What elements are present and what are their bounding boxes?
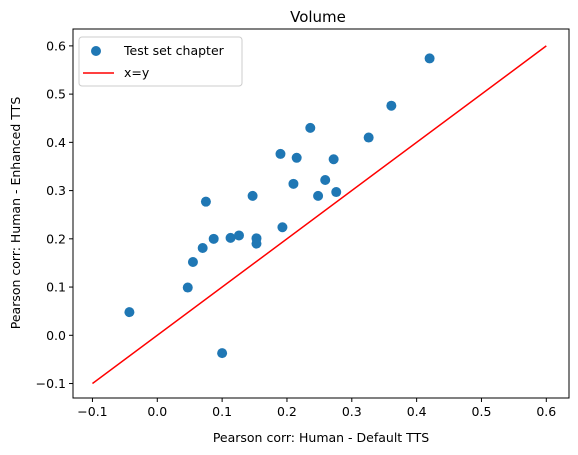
y-tick-label: −0.1 bbox=[36, 376, 66, 391]
scatter-point bbox=[187, 256, 198, 267]
scatter-point bbox=[208, 233, 219, 244]
legend-label-scatter: Test set chapter bbox=[123, 43, 225, 58]
y-axis-label: Pearson corr: Human - Enhanced TTS bbox=[8, 97, 23, 330]
scatter-point bbox=[233, 230, 244, 241]
x-axis: −0.1 0.0 0.1 0.2 0.3 0.4 0.5 0.6 bbox=[77, 398, 556, 419]
x-tick-label: 0.6 bbox=[536, 404, 556, 419]
scatter-point bbox=[277, 222, 288, 233]
scatter-point bbox=[200, 196, 211, 207]
scatter-point bbox=[291, 152, 302, 163]
legend-marker-scatter bbox=[91, 46, 101, 56]
chart-title: Volume bbox=[290, 8, 346, 26]
scatter-point bbox=[320, 174, 331, 185]
plot-frame bbox=[72, 28, 570, 399]
x-tick-label: 0.0 bbox=[147, 404, 167, 419]
y-axis: −0.1 0.0 0.1 0.2 0.3 0.4 0.5 0.6 bbox=[36, 38, 73, 391]
y-tick-label: 0.0 bbox=[46, 328, 66, 343]
scatter-point bbox=[305, 122, 316, 133]
y-tick-label: 0.5 bbox=[46, 87, 66, 102]
scatter-point bbox=[124, 307, 135, 318]
scatter-point bbox=[275, 148, 286, 159]
scatter-point bbox=[247, 190, 258, 201]
x-tick-label: 0.3 bbox=[342, 404, 362, 419]
legend-label-line: x=y bbox=[124, 65, 150, 80]
identity-line bbox=[92, 45, 547, 385]
scatter-point bbox=[251, 238, 262, 249]
y-tick-label: 0.1 bbox=[46, 280, 66, 295]
scatter-point bbox=[225, 232, 236, 243]
y-tick-label: 0.4 bbox=[46, 135, 66, 150]
scatter-point bbox=[328, 154, 339, 165]
x-tick-label: 0.5 bbox=[472, 404, 492, 419]
scatter-point bbox=[331, 187, 342, 198]
scatter-point bbox=[288, 178, 299, 189]
scatter-point bbox=[424, 53, 435, 64]
x-tick-label: 0.1 bbox=[212, 404, 232, 419]
x-tick-label: −0.1 bbox=[77, 404, 107, 419]
y-tick-label: 0.2 bbox=[46, 231, 66, 246]
x-axis-label: Pearson corr: Human - Default TTS bbox=[213, 430, 429, 445]
plot-area bbox=[92, 45, 547, 385]
legend-box bbox=[78, 36, 243, 87]
scatter-point bbox=[363, 132, 374, 143]
scatter-point bbox=[182, 282, 193, 293]
x-tick-label: 0.2 bbox=[277, 404, 297, 419]
legend: Test set chapter x=y bbox=[78, 36, 243, 87]
scatter-point bbox=[386, 100, 397, 111]
y-tick-label: 0.3 bbox=[46, 183, 66, 198]
scatter-point bbox=[217, 348, 228, 359]
scatter-point bbox=[197, 242, 208, 253]
x-tick-label: 0.4 bbox=[407, 404, 427, 419]
y-tick-label: 0.6 bbox=[46, 38, 66, 53]
scatter-point bbox=[313, 190, 324, 201]
